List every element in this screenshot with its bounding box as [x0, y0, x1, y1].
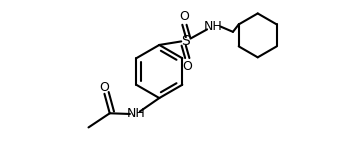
Text: NH: NH: [127, 108, 145, 121]
Text: O: O: [99, 81, 109, 94]
Text: O: O: [183, 60, 193, 73]
Text: O: O: [179, 10, 189, 23]
Text: NH: NH: [204, 20, 223, 33]
Text: S: S: [182, 34, 190, 48]
